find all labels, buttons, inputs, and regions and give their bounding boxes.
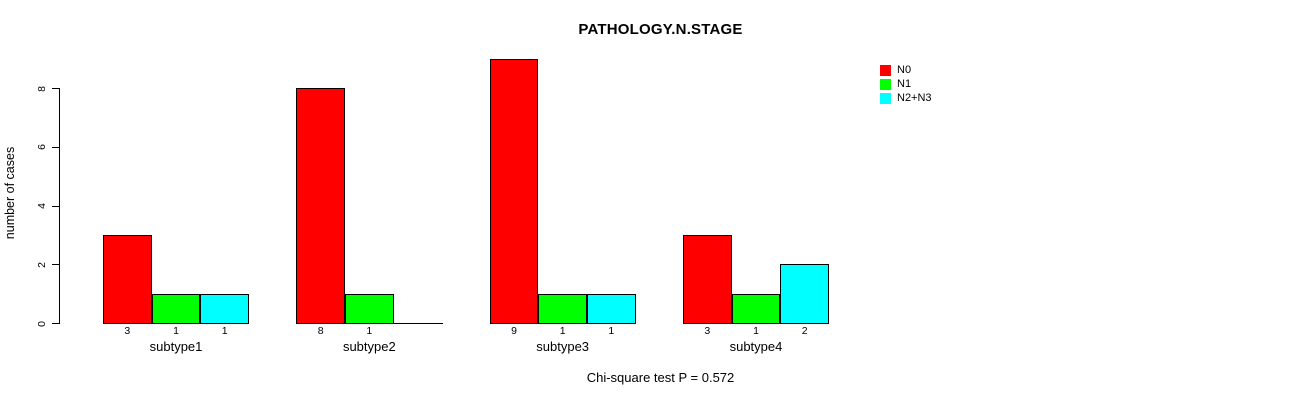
legend-label: N1 <box>897 78 912 90</box>
bar <box>103 234 152 324</box>
bar <box>538 293 587 324</box>
legend-label: N0 <box>897 64 912 76</box>
y-axis-tick <box>52 264 59 266</box>
y-axis-tick <box>52 146 59 148</box>
bar <box>151 293 201 324</box>
bar <box>731 293 781 324</box>
y-axis-tick <box>52 205 59 207</box>
chi-square-caption: Chi-square test P = 0.572 <box>586 370 735 385</box>
legend-label: N2+N3 <box>897 92 932 104</box>
bar-value-label: 1 <box>753 325 759 337</box>
x-category-label: subtype4 <box>729 339 783 354</box>
bar <box>780 264 829 324</box>
bar <box>489 58 539 324</box>
legend-swatch <box>880 65 891 76</box>
y-tick-label: 2 <box>36 261 48 268</box>
bar-value-label: 1 <box>366 325 373 337</box>
bar-value-label: 3 <box>124 325 131 337</box>
x-category-label: subtype3 <box>536 339 590 354</box>
y-tick-label: 0 <box>36 320 48 327</box>
bar-value-label: 3 <box>704 325 711 337</box>
bar <box>345 293 394 324</box>
y-tick-label: 4 <box>36 203 48 209</box>
y-axis-line <box>59 88 60 324</box>
bar-value-label: 1 <box>608 325 615 337</box>
x-category-label: subtype1 <box>149 339 203 354</box>
y-tick-label: 8 <box>36 85 48 92</box>
bar-value-label: 8 <box>317 325 324 337</box>
y-axis-tick <box>52 88 59 89</box>
bar-zero-baseline <box>393 323 444 324</box>
bar-value-label: 1 <box>173 325 179 337</box>
bar-value-label: 1 <box>559 325 566 337</box>
bar <box>587 293 636 324</box>
bar-value-label: 2 <box>801 325 808 337</box>
chart-title: PATHOLOGY.N.STAGE <box>578 21 743 38</box>
bar <box>200 293 249 324</box>
bar <box>296 88 345 324</box>
bar-value-label: 1 <box>221 325 228 337</box>
legend-swatch <box>880 93 891 104</box>
y-axis-tick <box>52 323 59 324</box>
bar <box>682 234 732 324</box>
bar-value-label: 9 <box>511 325 517 337</box>
y-tick-label: 6 <box>36 144 48 151</box>
legend-swatch <box>880 79 891 90</box>
x-category-label: subtype2 <box>342 339 396 354</box>
